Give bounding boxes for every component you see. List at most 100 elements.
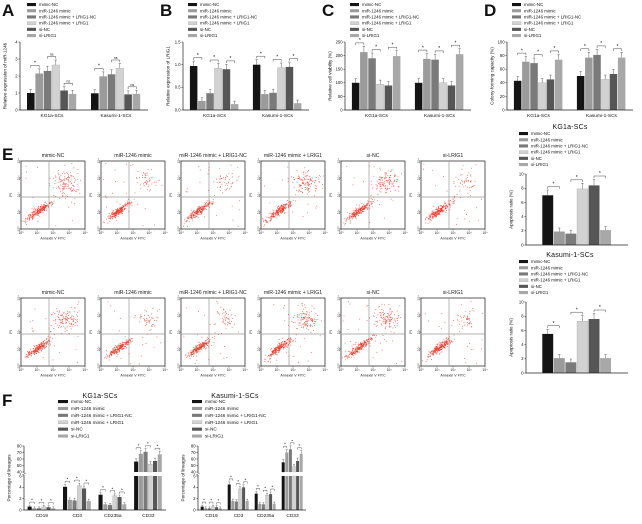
legend-panel-D: mimic-NC miR-1246 mimic miR-1246 mimic + L… — [512, 3, 636, 42]
flow-plot: mimic-NC10⁰10⁰10¹10¹10²10²10³10³10⁴10⁴An… — [9, 153, 88, 241]
bar — [200, 506, 204, 510]
y-axis-label: PI — [329, 330, 333, 334]
sig-label: * — [121, 488, 123, 493]
x-axis-label: Annexin V FITC — [120, 374, 146, 378]
error-bar — [280, 62, 283, 68]
y-tick-label: 10⁰ — [337, 226, 341, 232]
category-label: CD33 — [142, 513, 155, 519]
bar — [86, 500, 91, 510]
sig-label: * — [102, 485, 104, 490]
y-axis-label: Relative expression of LRIG1 — [166, 46, 171, 106]
y-tick-label: 60 — [500, 67, 505, 72]
y-tick-label: 100 — [498, 39, 506, 44]
bar — [530, 63, 538, 110]
bar-upper — [296, 461, 300, 472]
flow-plot-title: mimic-NC — [42, 290, 65, 296]
legend-apoptosis-kg1a: mimic-NC miR-1246 mimic miR-1246 mimic + L… — [519, 132, 642, 171]
error-bar — [29, 89, 32, 93]
legend-item: miR-1246 mimic + LRIG1-NC — [512, 15, 581, 20]
x-tick-label: 10¹ — [195, 368, 201, 372]
error-bar — [300, 450, 303, 454]
error-bar — [158, 451, 161, 455]
y-tick-label: 10⁰ — [417, 226, 421, 232]
sig-bracket — [290, 442, 295, 445]
error-bar — [587, 52, 591, 58]
bar — [269, 494, 273, 510]
bar — [293, 103, 302, 110]
legend-swatch — [519, 291, 528, 295]
legend-swatch — [188, 21, 198, 25]
sig-label: * — [213, 55, 215, 61]
legend-panel-A: mimic-NC miR-1246 mimic miR-1246 mimic + L… — [27, 3, 151, 42]
error-bar — [33, 506, 36, 509]
sig-label: ns — [66, 80, 70, 84]
y-tick-label: 80 — [500, 53, 505, 58]
legend-item: mimic-NC — [350, 3, 381, 7]
legend-swatch — [519, 266, 528, 270]
bar — [600, 230, 611, 245]
y-tick-label: 0 — [19, 507, 22, 512]
error-bar — [38, 506, 41, 509]
chart-C: 0 50 100 150 200 250 Relative cell viability (… — [325, 32, 475, 122]
scatter-points — [182, 164, 240, 228]
x-tick-label: 10¹ — [435, 368, 441, 372]
legend-label: miR-1246 mimic + LRIG1 — [200, 21, 250, 26]
bar-upper — [288, 449, 292, 473]
bar — [82, 488, 87, 510]
y-axis-label: PI — [89, 330, 93, 334]
error-bar — [149, 461, 152, 465]
y-tick-label: 10¹ — [417, 346, 421, 352]
sig-label: * — [276, 55, 278, 61]
lineage-title-kasumi: Kasumi-1-SCs — [211, 393, 259, 400]
sig-bracket — [229, 478, 233, 481]
error-bar — [271, 89, 275, 93]
y-tick-label: 10¹ — [337, 346, 341, 352]
error-bar — [73, 498, 76, 501]
y-tick-label: 40 — [17, 469, 22, 474]
chart-lineage-kasumi: 0 2 4 6 40 50 60 70 80 Percentage of lineages CD19… — [176, 440, 328, 522]
error-bar — [28, 504, 31, 507]
sig-bracket — [283, 446, 287, 448]
sig-bracket — [63, 83, 73, 86]
sig-label: * — [157, 444, 159, 449]
legend-swatch — [188, 27, 197, 31]
bar — [124, 94, 132, 110]
y-tick-label: 4 — [19, 485, 22, 490]
chart-lineage-kg1a: 0 2 4 6 40 50 60 70 80 Percentage of lineages CD19… — [4, 440, 172, 522]
legend-item: miR-1246 mimic — [519, 265, 564, 270]
y-tick-label: 2 — [521, 228, 524, 233]
y-tick-label: 10³ — [417, 175, 421, 181]
bar — [439, 82, 448, 111]
flow-plot: miR-1246 mimic10⁰10⁰10¹10¹10²10²10³10³10… — [89, 153, 168, 241]
sig-label: * — [257, 484, 259, 489]
sig-label: * — [76, 476, 78, 481]
x-axis-label: Annexin V FITC — [280, 374, 306, 378]
sig-label: * — [599, 305, 601, 311]
y-tick-label: 10⁴ — [257, 295, 261, 301]
bar-chart-E2: 0 2 4 6 8 10 Apoptosis ratio (%) * * * — [509, 299, 628, 375]
y-tick-label: 0 — [521, 370, 524, 375]
x-axis-label: Annexin V FITC — [120, 237, 146, 241]
sig-bracket — [596, 45, 606, 49]
flow-plot-title: miR-1246 mimic + LRIG1 — [264, 290, 322, 296]
flow-plot-title: si-LRIG1 — [443, 153, 464, 159]
bar — [68, 93, 77, 110]
legend-label: miR-1246 mimic + LRIG1 — [531, 150, 581, 155]
y-tick-label: 2 — [15, 73, 18, 78]
x-tick-label: 10² — [371, 231, 377, 235]
legend-item: miR-1246 mimic + LRIG1 — [58, 420, 124, 425]
y-tick-label: 6 — [19, 473, 22, 478]
error-bar — [395, 50, 398, 57]
error-bar — [217, 63, 220, 69]
bar-upper — [281, 462, 285, 473]
sig-bracket — [434, 50, 444, 54]
sig-label: * — [599, 171, 601, 177]
error-bar — [604, 226, 607, 231]
y-tick-label: 40 — [500, 80, 505, 85]
category-label: KG1a-SCs — [527, 113, 551, 119]
legend-label: miR-1246 mimic + LRIG1-NC — [200, 15, 257, 20]
panel-label-E: E — [2, 145, 14, 164]
sig-label: * — [455, 40, 457, 46]
